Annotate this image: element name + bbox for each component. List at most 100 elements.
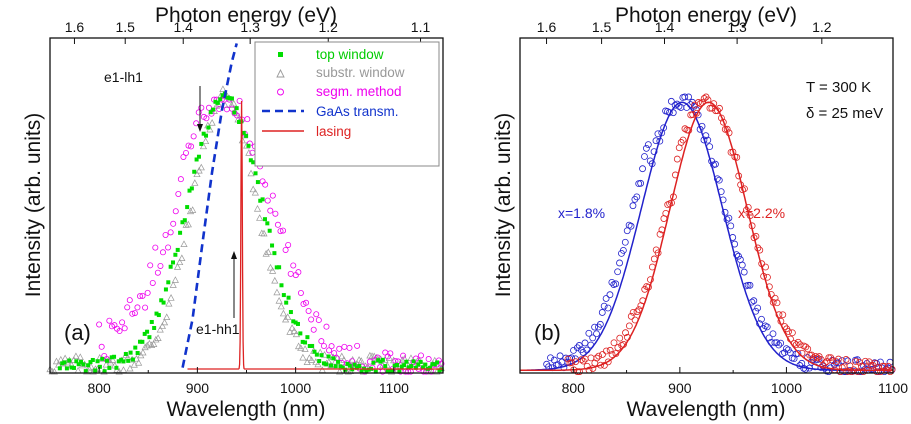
point-x-2-2 xyxy=(861,357,869,365)
point-top-window xyxy=(357,364,362,369)
point-top-window xyxy=(307,344,312,349)
point-x-2-2 xyxy=(633,308,641,316)
point-segm-method xyxy=(310,326,317,333)
point-substr-window xyxy=(119,366,128,373)
panel-b-data xyxy=(520,93,896,376)
point-x-1-8 xyxy=(619,246,627,254)
point-segm-method xyxy=(244,116,251,123)
point-x-2-2 xyxy=(873,368,881,376)
point-x-2-2 xyxy=(574,368,581,376)
point-x-1-8 xyxy=(744,281,752,289)
point-segm-method xyxy=(295,269,302,276)
point-x-2-2 xyxy=(821,359,829,367)
point-top-window xyxy=(366,367,371,372)
point-top-window xyxy=(114,365,119,370)
point-substr-window xyxy=(338,352,346,360)
point-top-window xyxy=(95,359,100,364)
point-top-window xyxy=(390,369,395,374)
point-segm-method xyxy=(272,210,279,217)
point-segm-method xyxy=(425,356,432,363)
point-x-2-2 xyxy=(689,111,697,118)
point-x-2-2 xyxy=(587,354,595,362)
point-x-2-2 xyxy=(579,357,587,365)
point-top-window xyxy=(435,360,440,365)
panel-a-top-xlabel: Photon energy (eV) xyxy=(155,4,337,27)
panel-a-x-ticks: 800 900 1000 1100 xyxy=(49,367,444,396)
point-x-1-8 xyxy=(758,315,765,323)
point-top-window xyxy=(354,365,359,370)
point-x-1-8 xyxy=(575,342,583,349)
legend-marker-top-window xyxy=(278,52,283,57)
point-x-2-2 xyxy=(867,362,875,369)
point-x-2-2 xyxy=(888,365,896,373)
top-tick-label: 1.3 xyxy=(727,19,747,35)
point-x-2-2 xyxy=(842,356,850,363)
point-top-window xyxy=(90,357,95,362)
point-x-2-2 xyxy=(591,359,599,367)
point-substr-window xyxy=(314,360,322,368)
point-top-window xyxy=(109,355,114,360)
x-tick-label: 1100 xyxy=(379,380,409,396)
point-top-window xyxy=(97,364,102,369)
point-x-2-2 xyxy=(608,351,616,358)
point-top-window xyxy=(102,369,107,374)
point-top-window xyxy=(104,358,109,363)
point-x-2-2 xyxy=(679,136,687,144)
point-substr-window xyxy=(176,258,184,266)
point-substr-window xyxy=(273,288,281,296)
point-substr-window xyxy=(275,297,283,304)
annotation-e1-lh1-arrowhead xyxy=(197,124,203,132)
point-top-window xyxy=(86,363,91,368)
point-substr-window xyxy=(202,137,210,145)
point-substr-window xyxy=(290,327,298,334)
point-top-window xyxy=(130,357,135,362)
point-substr-window xyxy=(154,334,162,341)
point-top-window xyxy=(265,221,270,226)
point-x-2-2 xyxy=(823,357,831,365)
point-substr-window xyxy=(132,354,141,362)
point-substr-window xyxy=(197,163,205,171)
panel-a-data xyxy=(46,43,445,375)
point-segm-method xyxy=(126,297,133,304)
point-top-window xyxy=(67,358,72,363)
point-x-1-8 xyxy=(660,124,668,132)
point-top-window xyxy=(352,362,357,367)
annotation-e1-hh1-text: e1-hh1 xyxy=(196,321,240,337)
point-segm-method xyxy=(280,227,287,234)
point-top-window xyxy=(345,361,350,366)
point-x-1-8 xyxy=(802,365,810,373)
point-top-window xyxy=(83,369,88,374)
point-top-window xyxy=(392,363,397,368)
point-top-window xyxy=(185,205,190,210)
point-x-2-2 xyxy=(614,344,622,351)
point-top-window xyxy=(135,351,140,356)
point-top-window xyxy=(133,345,138,350)
point-segm-method xyxy=(417,352,424,359)
point-top-window xyxy=(192,169,197,174)
point-x-2-2 xyxy=(627,312,635,320)
point-x-2-2 xyxy=(794,338,802,346)
panel-b-label: (b) xyxy=(534,320,561,345)
x-tick-label: 1100 xyxy=(878,380,908,396)
point-segm-method xyxy=(159,249,166,256)
point-segm-method xyxy=(147,262,154,269)
point-segm-method xyxy=(228,105,235,112)
point-x-1-8 xyxy=(621,238,629,246)
point-segm-method xyxy=(185,142,192,149)
point-top-window xyxy=(180,220,185,225)
top-tick-label: 1.2 xyxy=(812,19,832,35)
point-segm-method xyxy=(303,299,310,306)
point-top-window xyxy=(159,298,164,303)
point-x-2-2 xyxy=(859,368,867,376)
point-top-window xyxy=(397,369,402,374)
point-substr-window xyxy=(301,345,309,352)
point-x-2-2 xyxy=(765,283,773,291)
point-x-2-2 xyxy=(700,95,708,102)
panel-b-top-ticks: 1.6 1.5 1.4 1.3 1.2 xyxy=(537,19,832,44)
point-x-1-8 xyxy=(765,334,773,342)
point-substr-window xyxy=(227,101,236,109)
point-x-2-2 xyxy=(595,352,603,360)
point-top-window xyxy=(338,364,343,369)
point-x-2-2 xyxy=(813,354,821,362)
point-x-1-8 xyxy=(671,101,679,109)
